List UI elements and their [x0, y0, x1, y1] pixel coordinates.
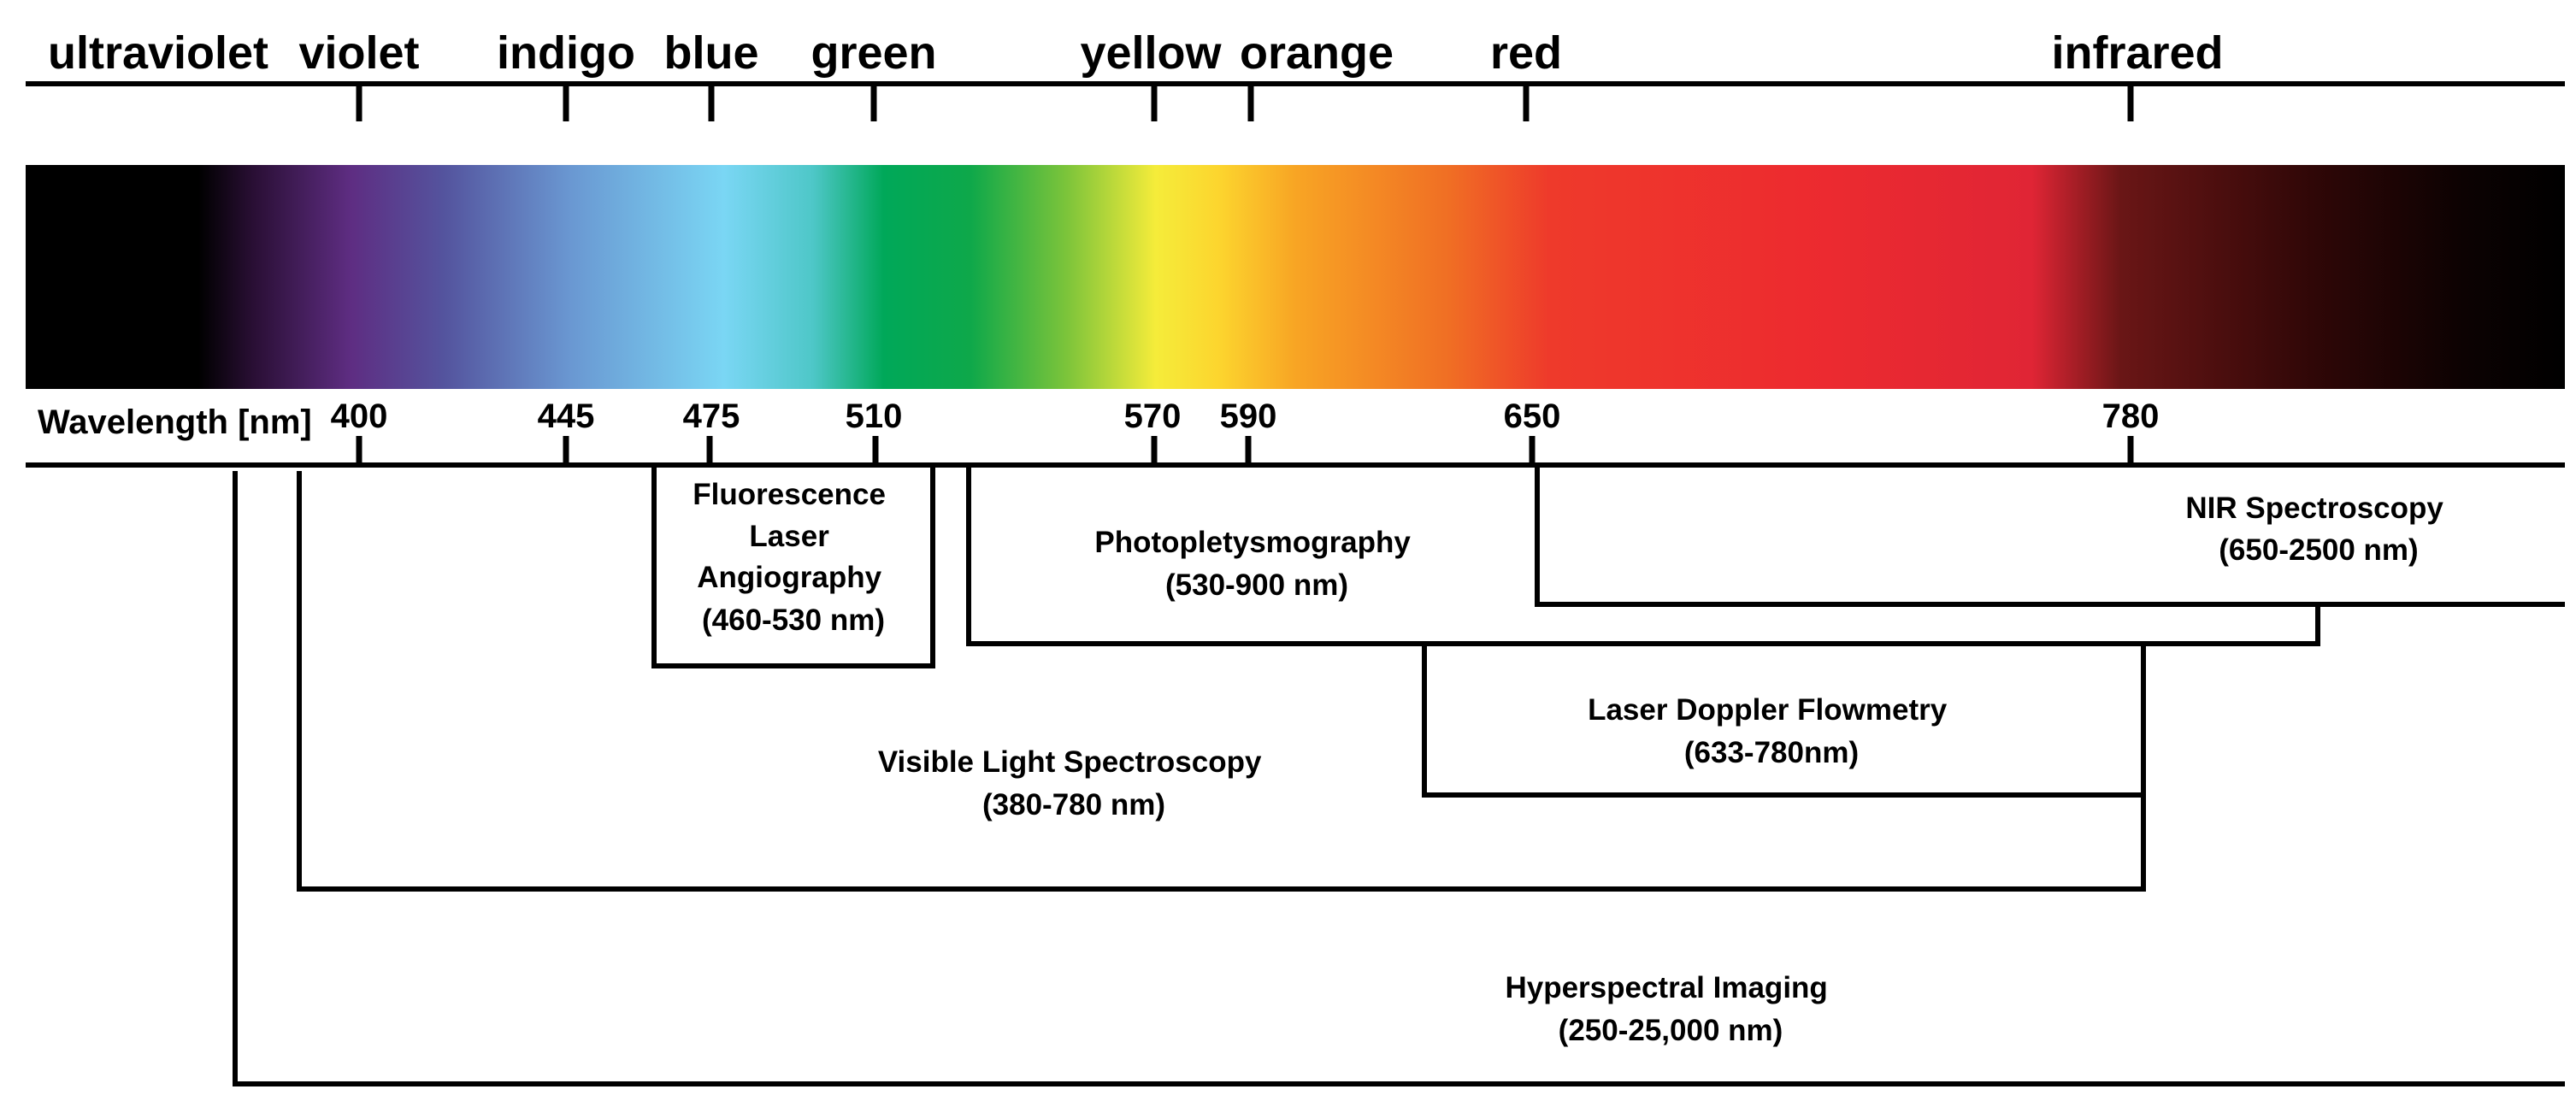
wavelength-axis: Wavelength [nm] 400 445 475 510 570 590 650 780 [26, 397, 2565, 468]
hsi-label: Hyperspectral Imaging (250-25,000 nm) [1505, 971, 1836, 1047]
fluorescence-label: Fluorescence Laser Angiography (460-530 … [693, 478, 893, 637]
visible-spectrum-bar [26, 165, 2565, 389]
technique-nir-spectroscopy: NIR Spectroscopy (650-2500 nm) [1535, 465, 2565, 607]
color-name-blue: blue [663, 27, 758, 79]
technique-laser-doppler-flowmetry: Laser Doppler Flowmetry (633-780nm) [1422, 644, 2146, 798]
technique-visible-light-spectroscopy: Visible Light Spectroscopy (380-780 nm) [297, 471, 2146, 892]
wavelength-label-590: 590 [1220, 397, 1277, 435]
wavelength-label-400: 400 [331, 397, 388, 435]
vls-label-line-2: (380-780 nm) [982, 788, 1165, 821]
wavelength-label-510: 510 [846, 397, 903, 435]
color-name-yellow: yellow [1080, 27, 1222, 79]
ppg-label: Photopletysmography (530-900 nm) [1094, 526, 1418, 602]
fluorescence-label-line-4: (460-530 nm) [702, 604, 885, 637]
ldf-label: Laser Doppler Flowmetry (633-780nm) [1588, 693, 1955, 769]
color-name-indigo: indigo [497, 27, 635, 79]
ldf-label-line-1: Laser Doppler Flowmetry [1588, 693, 1948, 727]
ldf-range-bracket [1422, 644, 2146, 798]
nir-label: NIR Spectroscopy (650-2500 nm) [2185, 492, 2451, 567]
fluorescence-label-line-1: Fluorescence [693, 478, 886, 511]
vls-label-line-1: Visible Light Spectroscopy [878, 745, 1262, 779]
color-name-labels: ultraviolet violet indigo blue green yellow or… [48, 27, 2224, 79]
wavelength-labels: 400 445 475 510 570 590 650 780 [331, 397, 2160, 435]
hsi-label-line-2: (250-25,000 nm) [1559, 1014, 1783, 1047]
vls-label: Visible Light Spectroscopy (380-780 nm) [878, 745, 1270, 821]
wavelength-label-650: 650 [1504, 397, 1561, 435]
hsi-range-bracket [233, 471, 2565, 1086]
wavelength-label-570: 570 [1124, 397, 1182, 435]
color-name-violet: violet [298, 27, 419, 79]
nir-range-bracket [1535, 465, 2565, 607]
color-name-band: ultraviolet violet indigo blue green yellow or… [26, 27, 2565, 121]
wavelength-axis-label: Wavelength [nm] [38, 403, 312, 441]
technique-photopletysmography: Photopletysmography (530-900 nm) [966, 465, 2320, 646]
technique-fluorescence-laser-angiography: Fluorescence Laser Angiography (460-530 … [651, 465, 935, 668]
ldf-label-line-2: (633-780nm) [1684, 736, 1859, 769]
color-name-green: green [811, 27, 936, 79]
nir-label-line-1: NIR Spectroscopy [2185, 492, 2443, 525]
wavelength-ticks [356, 436, 2134, 465]
techniques: Fluorescence Laser Angiography (460-530 … [233, 465, 2565, 1086]
wavelength-label-445: 445 [538, 397, 595, 435]
technique-hyperspectral-imaging: Hyperspectral Imaging (250-25,000 nm) [233, 471, 2565, 1086]
wavelength-label-780: 780 [2102, 397, 2160, 435]
vls-range-bracket [297, 471, 2146, 892]
ppg-range-bracket [966, 465, 2320, 646]
color-name-infrared: infrared [2051, 27, 2223, 79]
ppg-label-line-2: (530-900 nm) [1165, 568, 1348, 602]
color-name-red: red [1490, 27, 1562, 79]
ppg-label-line-1: Photopletysmography [1094, 526, 1411, 559]
color-name-ticks [356, 84, 2134, 121]
nir-label-line-2: (650-2500 nm) [2219, 533, 2418, 567]
color-name-ultraviolet: ultraviolet [48, 27, 268, 79]
color-name-orange: orange [1240, 27, 1394, 79]
fluorescence-range-bracket [651, 465, 935, 668]
fluorescence-label-line-3: Angiography [697, 561, 881, 594]
fluorescence-label-line-2: Laser [749, 520, 829, 553]
hsi-label-line-1: Hyperspectral Imaging [1505, 971, 1827, 1004]
wavelength-label-475: 475 [683, 397, 740, 435]
